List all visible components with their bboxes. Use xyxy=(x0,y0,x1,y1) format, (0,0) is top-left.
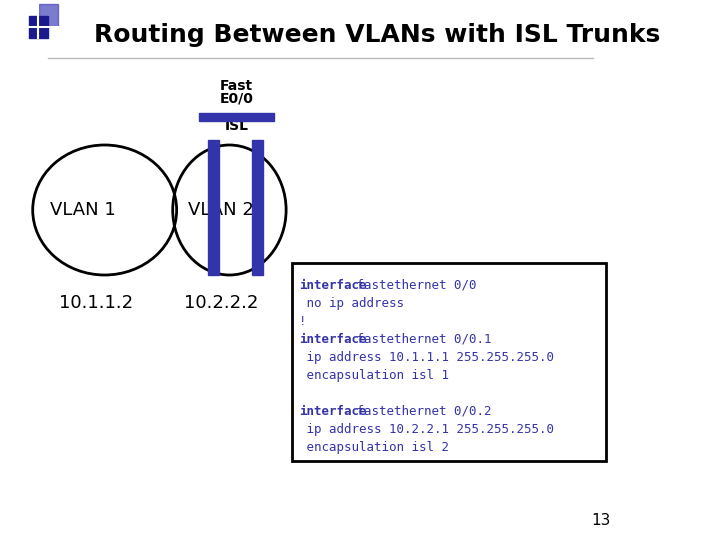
Bar xyxy=(292,263,606,461)
Text: ip address 10.1.1.1 255.255.255.0: ip address 10.1.1.1 255.255.255.0 xyxy=(300,351,554,364)
Text: no ip address: no ip address xyxy=(300,297,404,310)
Text: ISL: ISL xyxy=(225,119,248,133)
Text: VLAN 1: VLAN 1 xyxy=(50,201,116,219)
Text: 10.1.1.2: 10.1.1.2 xyxy=(59,294,133,312)
Text: VLAN 2: VLAN 2 xyxy=(188,201,253,219)
Text: fastethernet 0/0: fastethernet 0/0 xyxy=(348,279,476,292)
Text: fastethernet 0/0.1: fastethernet 0/0.1 xyxy=(348,333,491,346)
Text: 10.2.2.2: 10.2.2.2 xyxy=(184,294,258,312)
Text: interface: interface xyxy=(300,279,366,292)
Text: 13: 13 xyxy=(591,513,611,528)
Bar xyxy=(29,16,48,38)
Bar xyxy=(40,4,58,26)
Text: fastethernet 0/0.2: fastethernet 0/0.2 xyxy=(348,405,491,418)
Text: Fast: Fast xyxy=(220,79,253,93)
Bar xyxy=(252,140,263,275)
Text: interface: interface xyxy=(300,333,366,346)
Text: E0/0: E0/0 xyxy=(220,92,253,106)
Text: Routing Between VLANs with ISL Trunks: Routing Between VLANs with ISL Trunks xyxy=(94,23,660,47)
Text: encapsulation isl 1: encapsulation isl 1 xyxy=(300,369,449,382)
Text: encapsulation isl 2: encapsulation isl 2 xyxy=(300,441,449,454)
Text: !: ! xyxy=(300,315,307,328)
Text: interface: interface xyxy=(300,405,366,418)
Bar xyxy=(199,113,274,121)
Bar xyxy=(209,140,219,275)
Text: ip address 10.2.2.1 255.255.255.0: ip address 10.2.2.1 255.255.255.0 xyxy=(300,423,554,436)
